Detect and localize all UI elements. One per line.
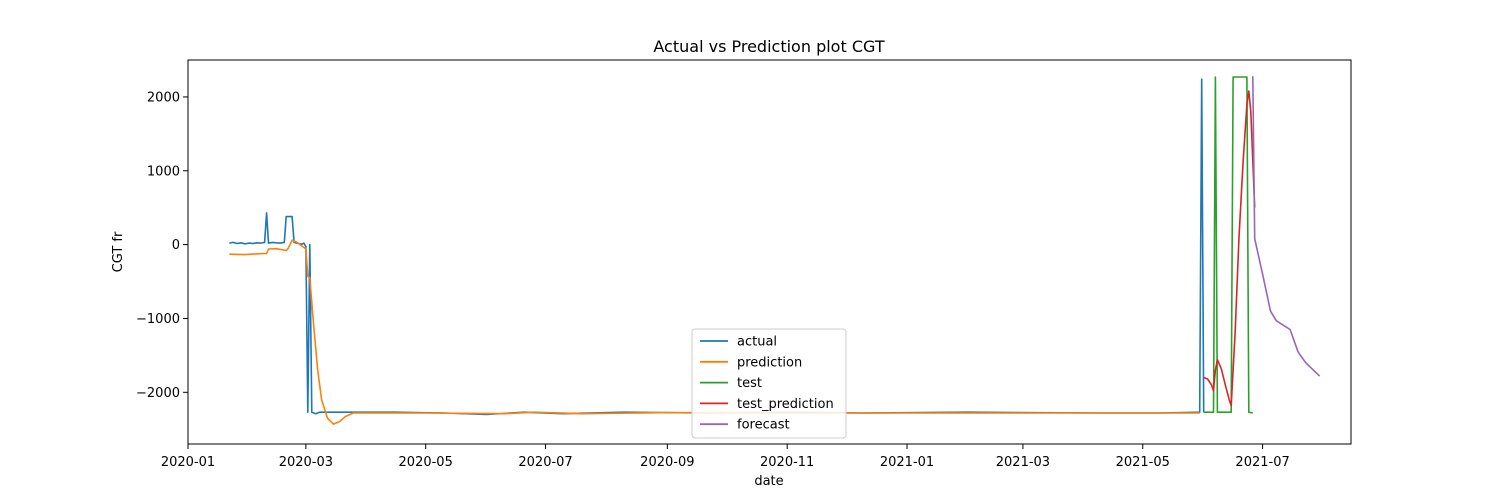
x-axis: 2020-01 2020-03 2020-05 2020-07 2020-09 2020-… <box>161 444 1290 470</box>
y-tick-label: −1000 <box>136 312 180 327</box>
legend-box <box>691 328 847 439</box>
x-tick-label: 2021-03 <box>996 455 1050 470</box>
series-line-prediction <box>229 239 1200 425</box>
y-tick-label: 2000 <box>147 90 180 105</box>
chart-title: Actual vs Prediction plot CGT <box>653 37 884 56</box>
x-tick-label: 2020-11 <box>760 455 814 470</box>
axes-frame <box>187 59 1352 445</box>
y-axis: 2000 1000 0 −1000 −2000 <box>136 90 188 401</box>
legend-entry: test <box>737 376 762 391</box>
series-line-forecast <box>1252 76 1321 377</box>
x-tick-label: 2020-01 <box>161 455 215 470</box>
x-tick-label: 2020-07 <box>518 455 572 470</box>
legend-entry: actual <box>737 335 777 350</box>
x-axis-label: date <box>754 474 783 489</box>
y-tick-label: 0 <box>172 238 180 253</box>
series-line-test <box>1203 76 1253 414</box>
x-tick-label: 2021-05 <box>1116 455 1170 470</box>
legend-entry: test_prediction <box>737 397 834 412</box>
y-tick-label: 1000 <box>147 164 180 179</box>
legend-entry: prediction <box>737 355 802 370</box>
legend: actual prediction test test_predictionforec… <box>691 328 847 439</box>
x-tick-label: 2021-07 <box>1235 455 1289 470</box>
x-tick-label: 2020-09 <box>640 455 694 470</box>
legend-entry: forecast <box>737 418 790 433</box>
y-axis-label: CGT fr <box>111 231 126 272</box>
y-tick-label: −2000 <box>136 386 180 401</box>
x-tick-label: 2020-05 <box>399 455 453 470</box>
x-tick-label: 2020-03 <box>279 455 333 470</box>
x-tick-label: 2021-01 <box>880 455 934 470</box>
series-line-test-prediction <box>1203 90 1256 407</box>
